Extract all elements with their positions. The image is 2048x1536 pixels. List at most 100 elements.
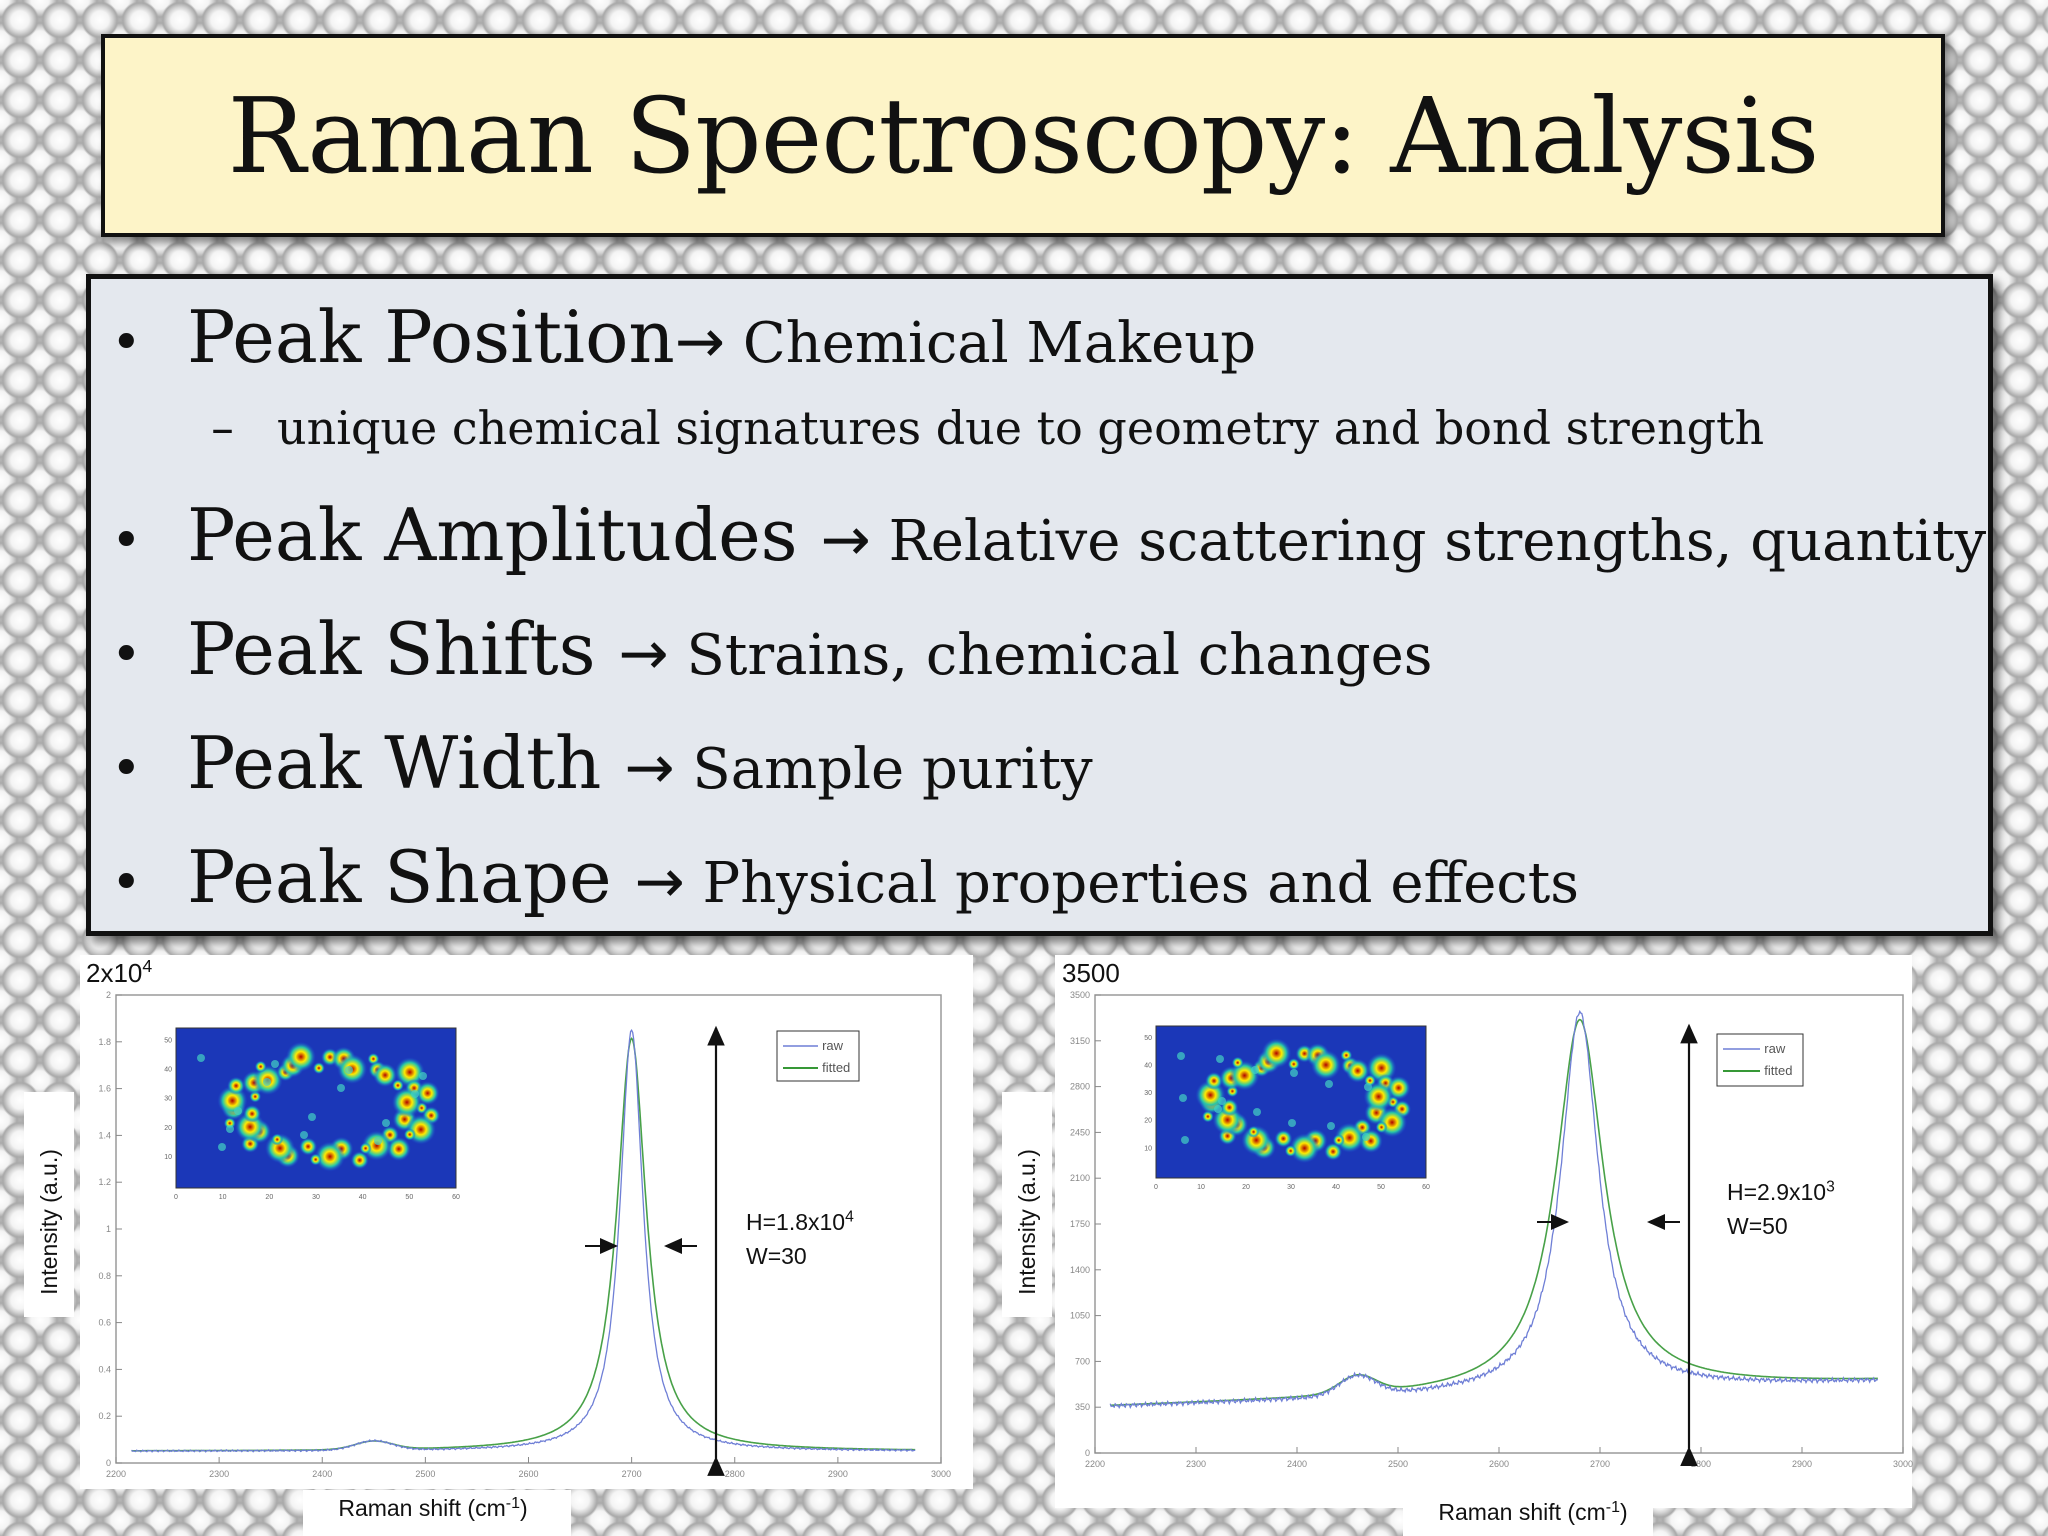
heatmap-speckle: [1288, 1119, 1296, 1127]
chart-2-xlabel-panel: [1403, 1492, 1653, 1536]
heatmap-speckle: [1251, 1066, 1259, 1074]
chart-2: 2200 2300 2400 2500 2600 2700 2800 2900 30000350…: [1014, 958, 1913, 1525]
y-tick-label: 3500: [1070, 990, 1090, 1000]
y-tick-label: 1.2: [98, 1177, 111, 1187]
heatmap-speckle: [411, 1090, 419, 1098]
arrow-icon: →: [634, 847, 685, 917]
heatmap-hotspot: [350, 1151, 369, 1170]
heatmap-hotspot: [386, 1137, 411, 1161]
inset-x-tick: 10: [219, 1194, 227, 1201]
heatmap-hotspot: [1274, 1129, 1293, 1148]
y-scale-label: 3500: [1062, 958, 1120, 988]
x-tick-label: 2300: [209, 1469, 229, 1479]
legend-box: [776, 1030, 860, 1082]
x-tick-label: 2700: [1590, 1459, 1610, 1469]
heatmap-hotspot: [309, 1153, 322, 1166]
heatmap-hotspot: [1205, 1071, 1223, 1090]
slide-title: Raman Spectroscopy: Analysis: [227, 74, 1820, 197]
inset-x-tick: 20: [265, 1194, 273, 1201]
heatmap-hotspot: [243, 1104, 262, 1123]
x-tick-label: 2800: [725, 1469, 745, 1479]
raw-series-line: [1109, 1009, 1879, 1410]
height-annotation: H=2.9x103: [1727, 1178, 1835, 1205]
x-tick-label: 2700: [622, 1469, 642, 1479]
y-axis-label: Intensity (a.u.): [36, 1149, 62, 1295]
bullet-heading: Peak Shifts: [187, 607, 619, 691]
inset-y-tick: 40: [164, 1067, 172, 1074]
bullet-heading: Peak Amplitudes: [187, 493, 821, 577]
bullet-heading: Peak Position: [187, 295, 675, 379]
width-annotation: W=50: [1727, 1213, 1788, 1239]
heatmap-speckle: [382, 1119, 390, 1127]
y-tick-label: 0.6: [98, 1318, 111, 1328]
sub-bullet-dash: –: [211, 401, 234, 455]
inset-y-tick: 30: [164, 1096, 172, 1103]
heatmap-speckle: [1290, 1069, 1298, 1077]
arrow-icon: →: [618, 619, 669, 689]
x-tick-label: 2600: [1489, 1459, 1509, 1469]
heatmap-speckle: [345, 1066, 353, 1074]
y-tick-label: 0: [1085, 1448, 1090, 1458]
heatmap-speckle: [218, 1143, 226, 1151]
y-tick-label: 0.8: [98, 1271, 111, 1281]
bullet-description: Strains, chemical changes: [668, 623, 1433, 688]
height-annotation-base: H=1.8x10: [746, 1209, 845, 1235]
inset-x-tick: 0: [174, 1194, 178, 1201]
x-axis-label: Raman shift (cm-1): [1438, 1499, 1627, 1525]
y-tick-label: 2800: [1070, 1082, 1090, 1092]
legend-box: [1716, 1033, 1804, 1087]
x-tick-label: 2400: [1287, 1459, 1307, 1469]
y-tick-label: 1400: [1070, 1265, 1090, 1275]
heatmap-hotspot: [403, 1128, 416, 1141]
x-tick-label: 2500: [415, 1469, 435, 1479]
bullet-description: Chemical Makeup: [725, 311, 1257, 376]
legend-raw-label: raw: [822, 1038, 844, 1053]
legend-fitted-label: fitted: [822, 1060, 850, 1075]
heatmap-speckle: [1364, 1083, 1372, 1091]
heatmap-hotspot: [1287, 1058, 1300, 1071]
x-axis-label-exponent: -1: [506, 1495, 520, 1512]
y-tick-label: 2450: [1070, 1127, 1090, 1137]
arrow-icon: →: [674, 307, 726, 377]
height-annotation-base: H=2.9x10: [1727, 1179, 1826, 1205]
x-axis-label-suffix: ): [520, 1495, 528, 1521]
x-axis-label: Raman shift (cm-1): [338, 1495, 527, 1521]
arrow-icon: →: [820, 505, 871, 575]
heatmap-hotspot: [285, 1041, 316, 1072]
heatmap-speckle: [374, 1137, 382, 1145]
inset-y-tick: 50: [164, 1038, 172, 1045]
inset-x-tick: 60: [452, 1194, 460, 1201]
heatmap-speckle: [1253, 1108, 1261, 1116]
heatmap-hotspot: [227, 1076, 246, 1095]
inset-y-tick: 20: [164, 1125, 172, 1132]
x-tick-label: 2800: [1691, 1459, 1711, 1469]
heatmap-hotspot: [1375, 1121, 1388, 1134]
heatmap-hotspot: [1247, 1125, 1260, 1138]
bullet-heading: Peak Width: [187, 721, 625, 805]
title-box: Raman Spectroscopy: Analysis: [101, 34, 1945, 237]
x-tick-label: 2900: [1792, 1459, 1812, 1469]
chart-1: 2200 2300 2400 2500 2600 2700 2800 2900 300000.2…: [36, 956, 951, 1521]
heatmap-hotspot: [1310, 1049, 1341, 1080]
height-annotation: H=1.8x104: [746, 1208, 854, 1235]
heatmap-speckle: [271, 1060, 279, 1068]
y-tick-label: 1.4: [98, 1130, 111, 1140]
y-tick-label: 1.8: [98, 1037, 111, 1047]
height-annotation-exponent: 3: [1826, 1178, 1835, 1195]
heatmap-speckle: [300, 1131, 308, 1139]
x-axis-label-text: Raman shift (cm: [1438, 1499, 1605, 1525]
inset-x-tick: 60: [1422, 1184, 1430, 1191]
bullet-heading: Peak Shape: [187, 835, 635, 919]
heatmap-hotspot: [271, 1133, 284, 1146]
heatmap-hotspot: [315, 1141, 345, 1172]
x-axis-label-suffix: ): [1620, 1499, 1628, 1525]
bullet-list: • Peak Position→ Chemical Makeup – uniqu…: [86, 274, 1993, 936]
inset-y-tick: 50: [1144, 1035, 1152, 1042]
heatmap-speckle: [1362, 1133, 1370, 1141]
heatmap-speckle: [1325, 1080, 1333, 1088]
heatmap-speckle: [263, 1078, 271, 1086]
y-tick-label: 0.4: [98, 1364, 111, 1374]
heatmap-speckle: [419, 1072, 427, 1080]
raw-series-line: [131, 1028, 916, 1453]
